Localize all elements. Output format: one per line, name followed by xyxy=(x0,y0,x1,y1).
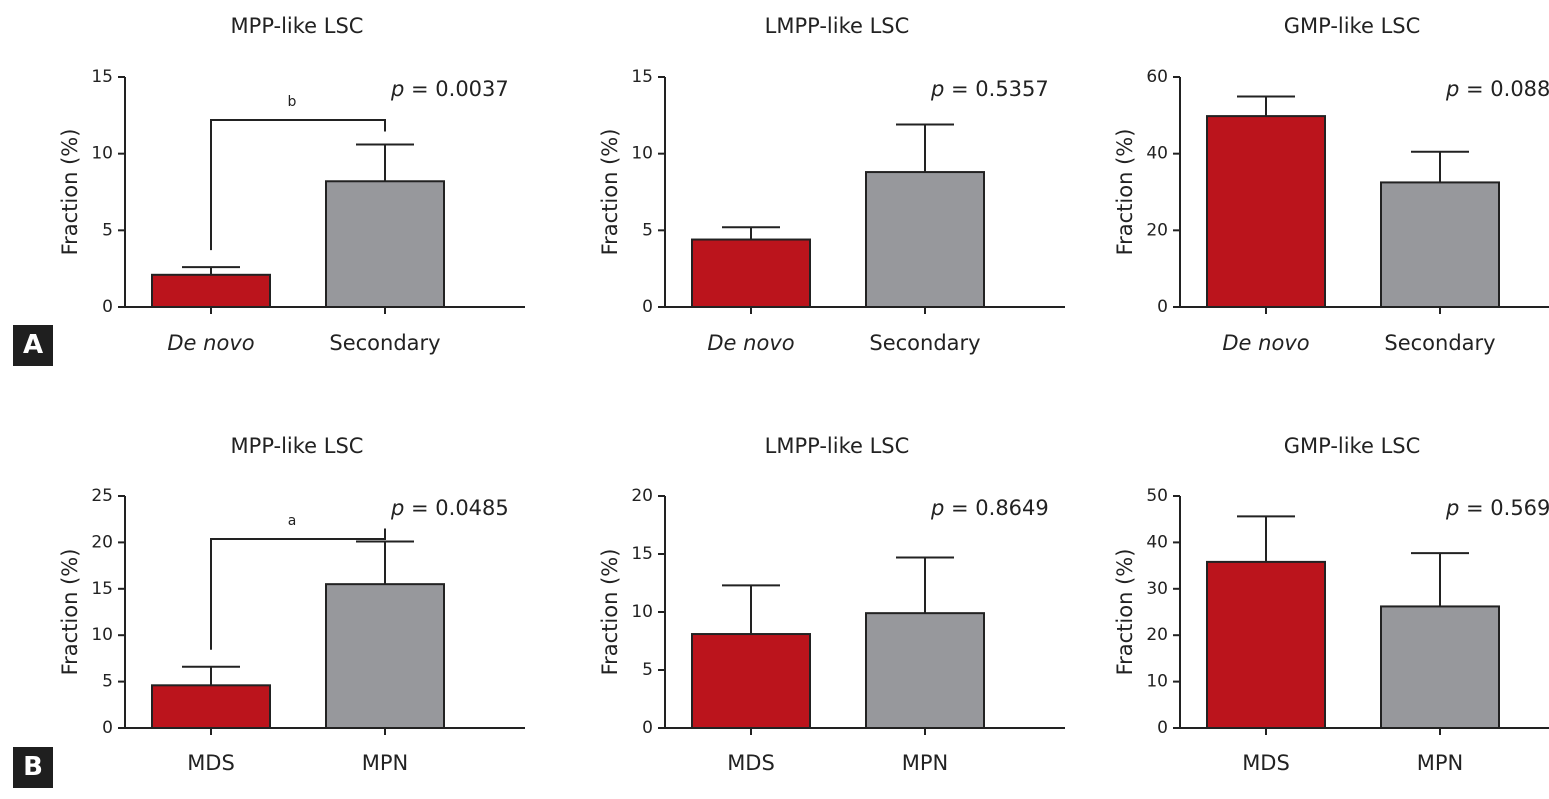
bar xyxy=(1380,605,1500,730)
y-axis-label: Fraction (%) xyxy=(58,129,82,256)
chart-panel: MPP-like LSC Fraction (%) 0 5 10 15 De novo Sec… xyxy=(58,14,525,355)
y-tick-label: 5 xyxy=(102,220,113,240)
chart-title: LMPP-like LSC xyxy=(765,14,910,38)
chart-panel: LMPP-like LSC Fraction (%) 0 5 10 15 20 MDS MPN p… xyxy=(598,434,1065,775)
panel-letter: A xyxy=(23,330,43,360)
p-value-label: p = 0.8649 xyxy=(930,496,1049,520)
y-tick-label: 5 xyxy=(642,220,653,240)
y-tick-label: 0 xyxy=(102,297,113,317)
category-label: MPN xyxy=(902,751,949,775)
significance-marker: a xyxy=(288,513,297,529)
panel-letter-background xyxy=(13,747,53,788)
chart-panel: GMP-like LSC Fraction (%) 0 10 20 30 40 50 MDS MP… xyxy=(1113,434,1549,775)
p-value-label: p = 0.5697 xyxy=(1445,496,1549,520)
bar xyxy=(151,684,271,730)
y-tick-label: 20 xyxy=(1146,220,1168,240)
y-tick-label: 0 xyxy=(1157,718,1168,738)
y-tick-label: 15 xyxy=(631,544,653,564)
significance-marker: b xyxy=(288,94,297,110)
chart-panel: GMP-like LSC Fraction (%) 0 20 40 60 De novo Se… xyxy=(1113,14,1549,355)
category-label: MPN xyxy=(362,751,409,775)
category-label: De novo xyxy=(707,331,794,355)
category-label: MDS xyxy=(187,751,235,775)
p-value-label: p = 0.5357 xyxy=(930,77,1049,101)
y-tick-label: 25 xyxy=(91,486,113,506)
category-label: De novo xyxy=(1222,331,1309,355)
y-axis-label: Fraction (%) xyxy=(598,549,622,676)
p-value-label: p = 0.0037 xyxy=(390,77,509,101)
y-axis-label: Fraction (%) xyxy=(1113,549,1137,676)
bar xyxy=(1206,115,1326,308)
bar xyxy=(865,171,985,308)
y-tick-label: 0 xyxy=(642,718,653,738)
y-tick-label: 15 xyxy=(631,67,653,87)
chart-title: GMP-like LSC xyxy=(1284,14,1421,38)
p-value-label: p = 0.0882 xyxy=(1445,77,1549,101)
y-tick-label: 20 xyxy=(631,486,653,506)
y-tick-label: 40 xyxy=(1146,532,1168,552)
category-label: MPN xyxy=(1417,751,1464,775)
y-tick-label: 50 xyxy=(1146,486,1168,506)
panel-letter-background xyxy=(13,325,53,366)
panel-letter-box: A xyxy=(13,325,53,366)
bar xyxy=(691,633,811,729)
category-label: MDS xyxy=(727,751,775,775)
y-tick-label: 20 xyxy=(91,532,113,552)
y-axis-label: Fraction (%) xyxy=(1113,129,1137,256)
significance-bracket xyxy=(210,528,386,650)
y-tick-label: 10 xyxy=(91,144,113,164)
y-tick-label: 5 xyxy=(642,660,653,680)
panel-letter-box: B xyxy=(13,747,53,788)
bar xyxy=(691,238,811,309)
category-label: MDS xyxy=(1242,751,1290,775)
y-tick-label: 60 xyxy=(1146,67,1168,87)
y-tick-label: 5 xyxy=(102,672,113,692)
y-tick-label: 15 xyxy=(91,67,113,87)
chart-panel: LMPP-like LSC Fraction (%) 0 5 10 15 De novo Se… xyxy=(598,14,1065,355)
y-tick-label: 10 xyxy=(631,602,653,622)
chart-panel: MPP-like LSC Fraction (%) 0 5 10 15 20 25 MDS MPN… xyxy=(58,434,525,775)
bar xyxy=(151,273,271,308)
chart-title: MPP-like LSC xyxy=(231,14,364,38)
panel-letter: B xyxy=(23,752,43,782)
chart-title: GMP-like LSC xyxy=(1284,434,1421,458)
category-label: De novo xyxy=(167,331,254,355)
chart-title: MPP-like LSC xyxy=(231,434,364,458)
significance-bracket xyxy=(210,119,386,251)
y-tick-label: 10 xyxy=(1146,672,1168,692)
bar xyxy=(1380,181,1500,309)
y-tick-label: 20 xyxy=(1146,625,1168,645)
p-value-label: p = 0.0485 xyxy=(390,496,509,520)
y-tick-label: 0 xyxy=(642,297,653,317)
chart-title: LMPP-like LSC xyxy=(765,434,910,458)
bar xyxy=(865,612,985,729)
y-tick-label: 0 xyxy=(102,718,113,738)
bar xyxy=(325,180,445,308)
category-label: Secondary xyxy=(869,331,980,355)
y-tick-label: 10 xyxy=(631,144,653,164)
bar xyxy=(1206,560,1326,729)
y-tick-label: 30 xyxy=(1146,579,1168,599)
category-label: Secondary xyxy=(1384,331,1495,355)
y-tick-label: 40 xyxy=(1146,144,1168,164)
y-tick-label: 10 xyxy=(91,625,113,645)
y-axis-label: Fraction (%) xyxy=(58,549,82,676)
y-axis-label: Fraction (%) xyxy=(598,129,622,256)
y-tick-label: 0 xyxy=(1157,297,1168,317)
category-label: Secondary xyxy=(329,331,440,355)
y-tick-label: 15 xyxy=(91,579,113,599)
bar xyxy=(325,583,445,729)
